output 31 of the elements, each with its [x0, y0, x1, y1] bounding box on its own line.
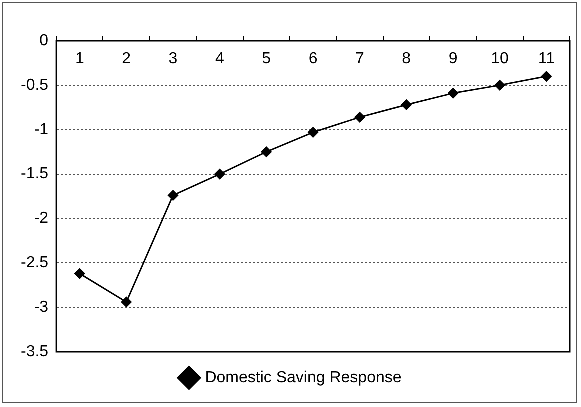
point [261, 146, 272, 158]
y-tick-label: -3.5 [20, 343, 49, 360]
y-tick-label: -0.5 [20, 76, 49, 94]
point [74, 268, 86, 280]
x-tick-label: 10 [491, 50, 509, 68]
y-tick-label: -3 [34, 298, 49, 316]
point [401, 100, 412, 110]
x-tick-label: 8 [402, 50, 412, 68]
y-tick-label: 0 [40, 32, 49, 50]
x-tick-label: 11 [538, 50, 556, 68]
point [541, 71, 552, 82]
x-tick-label: 7 [356, 50, 365, 68]
x-tick-label: 2 [122, 50, 132, 68]
x-tick-label: 5 [262, 50, 272, 68]
x-tick-label: 4 [215, 50, 224, 68]
legend-label: Domestic Saving Response [205, 369, 402, 386]
y-tick-label: -2.5 [20, 254, 49, 272]
x-tick-label: 9 [448, 50, 458, 68]
point [494, 80, 506, 91]
x-tick-label: 1 [75, 50, 84, 68]
point [168, 190, 179, 201]
point [354, 112, 366, 123]
x-tick-label: 3 [168, 50, 178, 68]
point [448, 88, 459, 99]
point [214, 169, 226, 180]
y-tick-label: -1.5 [20, 166, 49, 183]
y-tick-label: -1 [34, 121, 49, 138]
point [121, 296, 132, 308]
point [308, 127, 319, 138]
y-tick-label: -2 [34, 210, 49, 228]
x-tick-label: 6 [308, 50, 318, 68]
